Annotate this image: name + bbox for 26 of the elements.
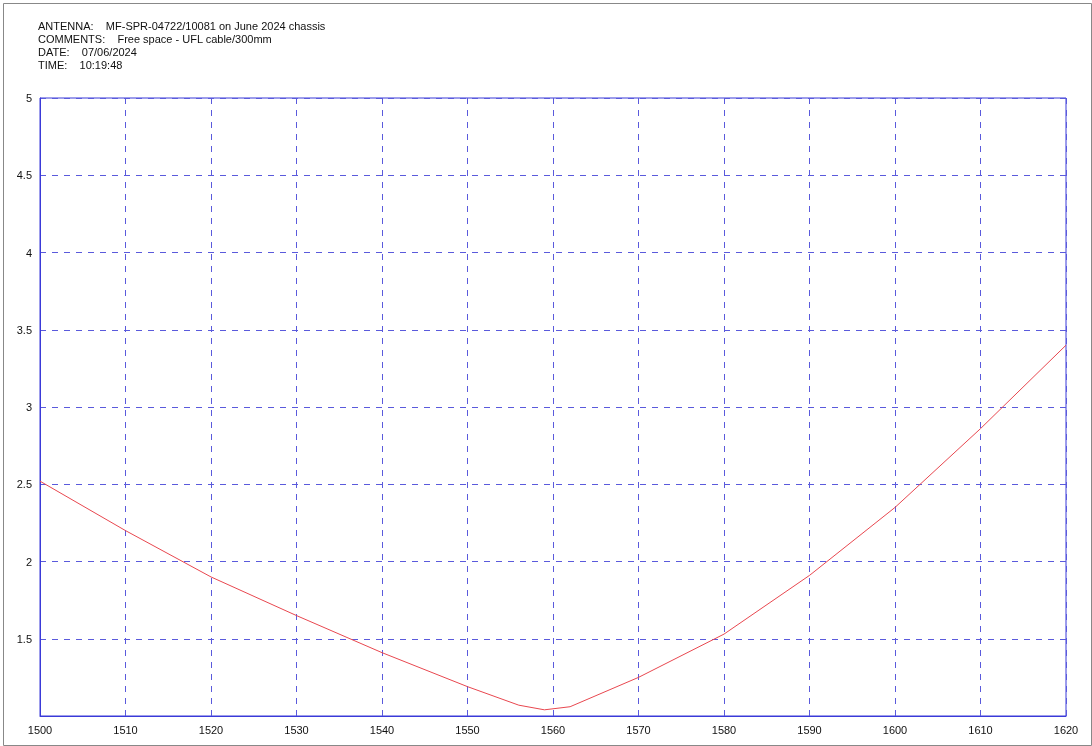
- y-tick-label: 4: [25, 246, 32, 259]
- text: ANTENNA: MF-SPR-04722/10081 on June 2024 chassis: [38, 19, 326, 32]
- text: TIME: 10:19:48: [38, 58, 123, 71]
- y-tick-label: 3.5: [16, 323, 32, 336]
- y-tick-label: 2: [25, 555, 32, 568]
- x-tick-label: 1600: [882, 723, 908, 736]
- x-tick-label: 1510: [113, 723, 138, 736]
- x-tick-label: 1610: [968, 723, 993, 736]
- x-tick-label: 1560: [540, 723, 566, 736]
- line-series: [39, 344, 1067, 711]
- x-tick-label: 1530: [284, 723, 309, 736]
- y-tick-label: 4.5: [16, 169, 32, 182]
- x-tick-label: 1590: [797, 723, 822, 736]
- x-tick-label: 1550: [455, 723, 480, 736]
- text: DATE: 07/06/2024: [38, 45, 137, 58]
- y-tick-label: 5: [25, 92, 32, 104]
- x-tick-label: 1540: [369, 723, 395, 736]
- x-tick-label: 1520: [198, 723, 224, 736]
- y-tick-label: 2.5: [16, 478, 32, 491]
- y-tick-label: 1.5: [16, 632, 32, 645]
- x-tick-label: 1620: [1053, 723, 1079, 736]
- x-tick-label: 1500: [27, 723, 53, 736]
- x-tick-label: 1570: [626, 723, 651, 736]
- x-tick-label: 1580: [711, 723, 737, 736]
- y-tick-label: 3: [25, 401, 32, 413]
- text: COMMENTS: Free space - UFL cable/300mm: [38, 32, 272, 45]
